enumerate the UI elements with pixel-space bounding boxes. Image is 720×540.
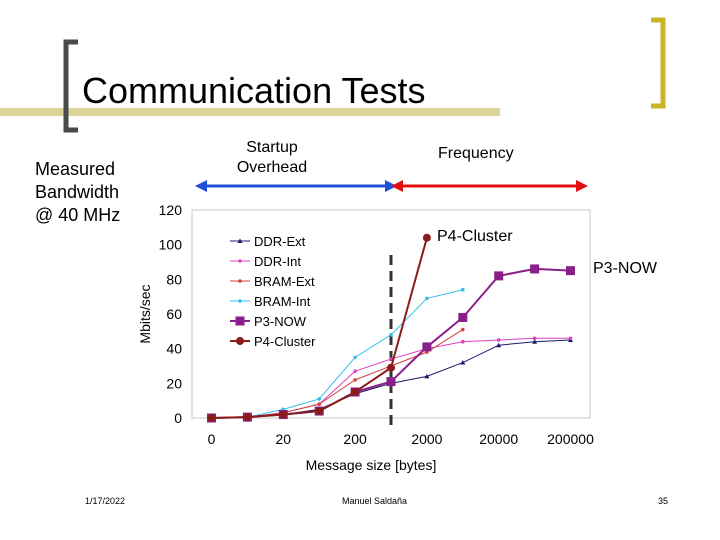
data-point xyxy=(317,402,322,406)
data-point xyxy=(530,264,540,274)
p4-cluster-annotation: P4-Cluster xyxy=(437,228,513,245)
data-point xyxy=(496,342,502,348)
legend-label: P4-Cluster xyxy=(254,334,316,349)
legend-marker xyxy=(238,299,242,303)
data-point xyxy=(279,410,288,419)
data-point xyxy=(422,342,432,352)
y-axis-label: Mbits/sec xyxy=(137,284,153,343)
x-tick-label: 20 xyxy=(276,431,292,447)
data-point xyxy=(317,397,322,401)
data-point xyxy=(425,296,429,301)
data-point xyxy=(424,373,430,379)
right-title-bracket xyxy=(651,17,666,109)
data-point xyxy=(461,287,465,292)
data-point xyxy=(387,363,395,372)
legend-marker xyxy=(236,337,244,345)
y-tick-label: 100 xyxy=(159,237,183,253)
data-point xyxy=(315,407,324,416)
data-point xyxy=(389,333,393,337)
footer-date: 1/17/2022 xyxy=(85,496,126,506)
frequency-label: Frequency xyxy=(438,145,514,162)
data-point xyxy=(532,339,538,344)
data-point xyxy=(496,338,501,342)
p3-now-annotation: P3-NOW xyxy=(593,260,658,277)
legend-label: DDR-Ext xyxy=(254,234,306,249)
data-point xyxy=(353,369,357,374)
x-axis-label: Message size [bytes] xyxy=(306,457,437,473)
measured-bandwidth-label: Measured Bandwidth @ 40 MHz xyxy=(35,159,121,225)
data-point xyxy=(351,388,360,396)
x-tick-label: 200 xyxy=(343,431,367,447)
legend-marker xyxy=(237,238,243,243)
legend-marker xyxy=(238,279,242,283)
data-point xyxy=(461,327,465,332)
startup-overhead-label: Startup Overhead xyxy=(236,139,308,176)
left-title-bracket xyxy=(63,39,78,133)
data-point xyxy=(207,414,216,422)
y-tick-label: 20 xyxy=(166,375,182,391)
y-tick-label: 60 xyxy=(166,306,182,322)
footer-author: Manuel Saldaña xyxy=(342,496,408,506)
data-point xyxy=(422,233,431,242)
y-tick-label: 40 xyxy=(166,341,182,357)
legend-label: BRAM-Int xyxy=(254,294,311,309)
data-point xyxy=(494,271,504,281)
data-point xyxy=(389,357,393,361)
x-tick-label: 20000 xyxy=(479,431,518,447)
data-point xyxy=(532,336,537,341)
series-p4-cluster xyxy=(207,233,431,422)
footer-page-number: 35 xyxy=(658,496,669,506)
data-point xyxy=(566,266,575,276)
legend-box xyxy=(225,228,322,354)
data-point xyxy=(461,339,465,344)
legend-marker xyxy=(235,316,245,326)
x-tick-label: 0 xyxy=(208,431,216,447)
legend-marker xyxy=(238,259,242,263)
data-point xyxy=(458,312,468,322)
legend: DDR-Ext DDR-Int BRAM-Ext BRAM-Int P3-NOW P4-C… xyxy=(225,228,322,354)
data-point xyxy=(353,355,357,360)
slide-title: Communication Tests xyxy=(82,70,426,111)
title-underline-bar xyxy=(0,108,500,116)
legend-label: BRAM-Ext xyxy=(254,274,315,289)
y-tick-label: 0 xyxy=(174,410,182,426)
legend-label: P3-NOW xyxy=(254,314,307,329)
x-tick-label: 2000 xyxy=(411,431,442,447)
data-point xyxy=(353,378,357,382)
frequency-arrow xyxy=(391,180,588,192)
legend-label: DDR-Int xyxy=(254,254,301,269)
data-point xyxy=(386,377,396,387)
y-tick-label: 80 xyxy=(166,271,182,287)
x-tick-label: 200000 xyxy=(547,431,594,447)
data-point xyxy=(243,413,252,422)
data-point xyxy=(568,336,573,341)
y-tick-label: 120 xyxy=(159,202,183,218)
data-point xyxy=(460,360,466,365)
